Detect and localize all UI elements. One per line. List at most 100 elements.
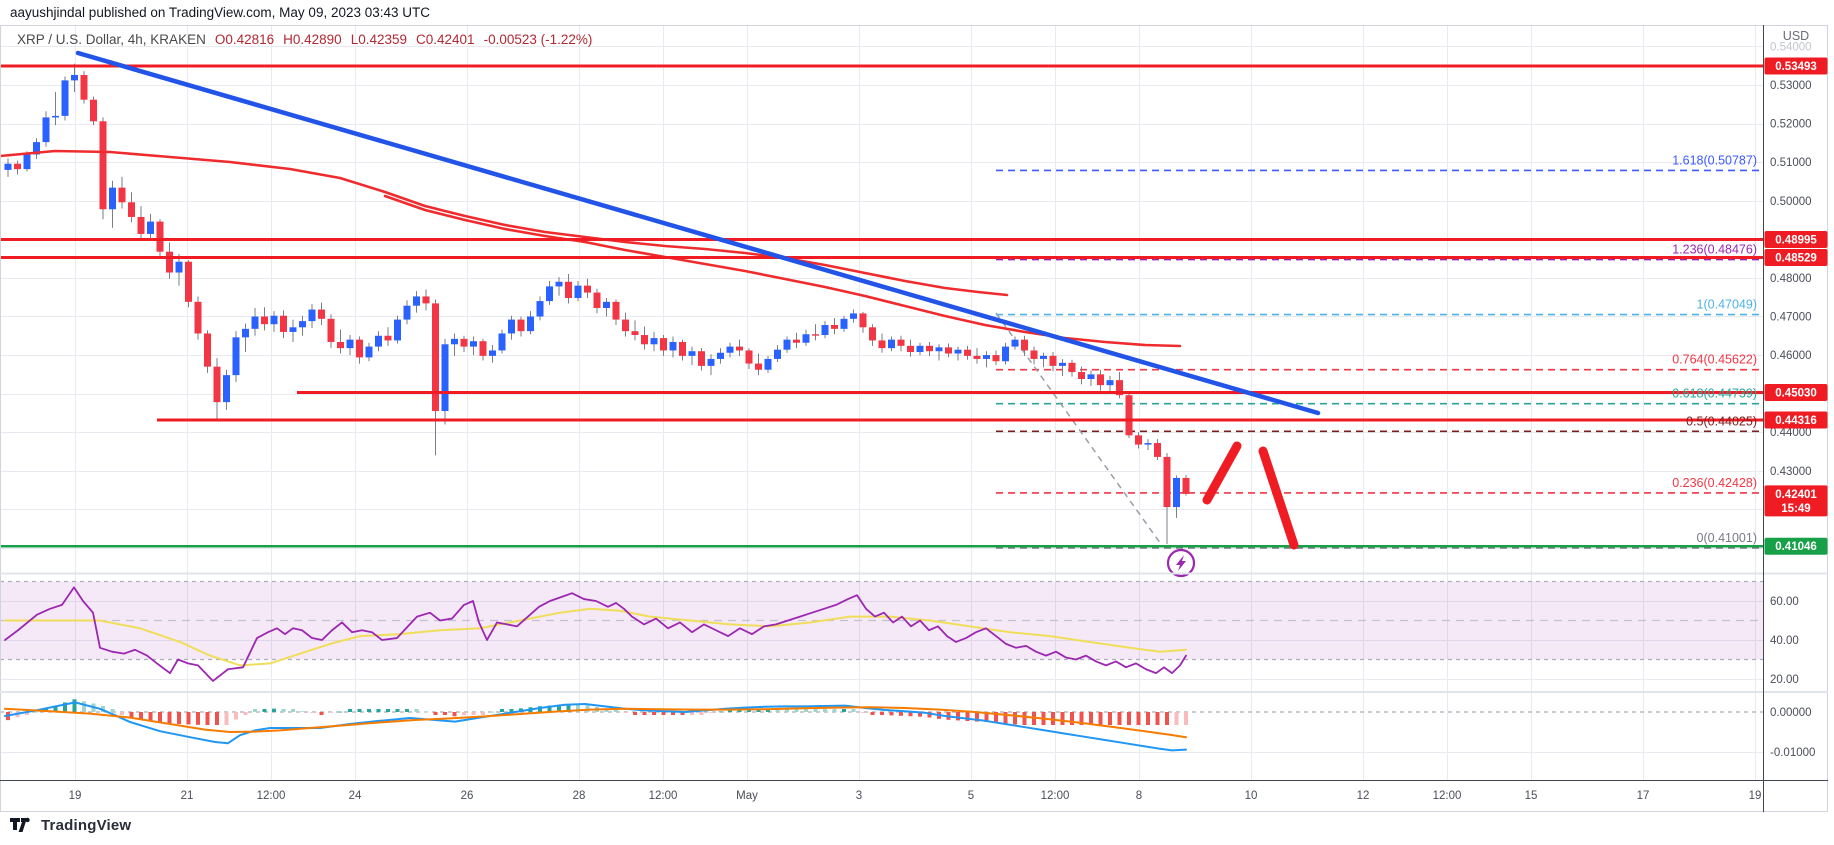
candle	[327, 318, 335, 342]
price-axis-label: 0.53493	[1764, 57, 1828, 75]
svg-text:21: 21	[181, 790, 194, 802]
candle	[1135, 435, 1142, 445]
candle	[232, 337, 240, 376]
candle	[204, 333, 211, 367]
svg-text:0.5(0.44025): 0.5(0.44025)	[1686, 414, 1757, 428]
svg-text:0.41046: 0.41046	[1775, 541, 1817, 553]
candle	[14, 163, 21, 170]
ohlc-part: L0.42359	[350, 32, 408, 47]
candle	[698, 351, 705, 366]
price-axis-label: 0.42401 15:49	[1764, 485, 1828, 517]
candle	[432, 303, 439, 412]
svg-text:0.51000: 0.51000	[1770, 157, 1812, 169]
candle	[603, 301, 610, 309]
candle	[574, 285, 582, 298]
svg-text:0.44000: 0.44000	[1770, 427, 1812, 439]
candle	[1040, 355, 1047, 359]
candle	[375, 335, 382, 347]
candle	[441, 344, 449, 412]
candle	[422, 296, 430, 304]
svg-text:0.764(0.45622): 0.764(0.45622)	[1672, 353, 1757, 367]
svg-text:12: 12	[1357, 790, 1370, 802]
candle	[1002, 346, 1009, 362]
candle	[185, 261, 192, 302]
candle	[764, 358, 772, 370]
candle	[869, 327, 876, 341]
candle	[403, 305, 411, 320]
svg-text:20.00: 20.00	[1770, 674, 1799, 686]
trendline	[75, 50, 1321, 416]
svg-text:0(0.41001): 0(0.41001)	[1697, 531, 1757, 545]
svg-text:10: 10	[1245, 790, 1258, 802]
macd-pane[interactable]	[0, 699, 1763, 752]
svg-text:12:00: 12:00	[257, 790, 286, 802]
ohlc-readout: O0.42816 H0.42890 L0.42359 C0.42401 -0.00523…	[206, 32, 593, 47]
candle	[802, 334, 810, 343]
candle	[118, 187, 126, 203]
time-axis[interactable]: 19 21 12:00 24 26 28 12:00 May 3 5 12:00 8 10 12 12:00…	[69, 790, 1762, 802]
candle	[973, 355, 981, 359]
svg-text:0.00000: 0.00000	[1770, 707, 1812, 719]
candle	[840, 318, 848, 329]
candle	[593, 292, 601, 309]
candle	[365, 346, 373, 358]
svg-text:0.45030: 0.45030	[1775, 388, 1817, 400]
tradingview-logo-icon	[10, 817, 30, 832]
candle	[1059, 362, 1066, 366]
candle	[964, 349, 971, 356]
rsi-pane[interactable]	[0, 580, 1763, 682]
svg-text:15:49: 15:49	[1781, 503, 1810, 515]
candle	[926, 345, 933, 352]
candle	[755, 363, 762, 370]
candle	[80, 74, 88, 100]
candle	[641, 335, 648, 345]
candle	[1087, 374, 1095, 379]
svg-text:60.00: 60.00	[1770, 596, 1799, 608]
svg-text:12:00: 12:00	[649, 790, 678, 802]
candlestick-series	[4, 63, 1190, 545]
svg-text:0.48529: 0.48529	[1775, 253, 1817, 265]
candle	[1116, 380, 1123, 396]
candle	[175, 261, 183, 273]
price-axis-label: 0.48995	[1764, 231, 1828, 249]
candle	[679, 341, 686, 356]
svg-text:12:00: 12:00	[1041, 790, 1070, 802]
candle	[783, 339, 791, 350]
candle	[1125, 395, 1133, 436]
candle	[945, 347, 952, 354]
candle	[71, 74, 78, 81]
candle	[128, 202, 135, 217]
tradingview-logo[interactable]: TradingView	[10, 816, 131, 834]
candle	[1078, 372, 1085, 379]
svg-text:0.42401: 0.42401	[1775, 489, 1817, 501]
svg-text:1.618(0.50787): 1.618(0.50787)	[1672, 153, 1757, 167]
symbol-title: XRP / U.S. Dollar, 4h, KRAKEN	[17, 32, 206, 47]
candle	[460, 338, 468, 347]
candle	[793, 339, 800, 343]
svg-text:19: 19	[1749, 790, 1762, 802]
candle	[745, 350, 753, 364]
price-axis-label: 0.41046	[1764, 537, 1828, 555]
candle	[479, 341, 487, 356]
candle	[346, 339, 354, 349]
grid-lines	[0, 25, 1763, 780]
candle	[565, 281, 572, 298]
candle	[1182, 477, 1190, 494]
candle	[337, 341, 344, 349]
ohlc-part: H0.42890	[283, 32, 342, 47]
candle	[223, 375, 230, 403]
candle	[33, 142, 40, 155]
main-price-pane[interactable]	[0, 63, 1763, 549]
candle	[1011, 339, 1019, 347]
price-axis-label: 0.44316	[1764, 411, 1828, 429]
svg-text:28: 28	[573, 790, 586, 802]
svg-text:0.43000: 0.43000	[1770, 466, 1812, 478]
candle	[1163, 456, 1171, 508]
candle	[992, 355, 1000, 362]
fib-level-labels: 1.618(0.50787) 1.236(0.48476) 1(0.47049) 0.…	[1672, 153, 1757, 545]
candle	[61, 80, 69, 116]
candle	[52, 115, 59, 118]
